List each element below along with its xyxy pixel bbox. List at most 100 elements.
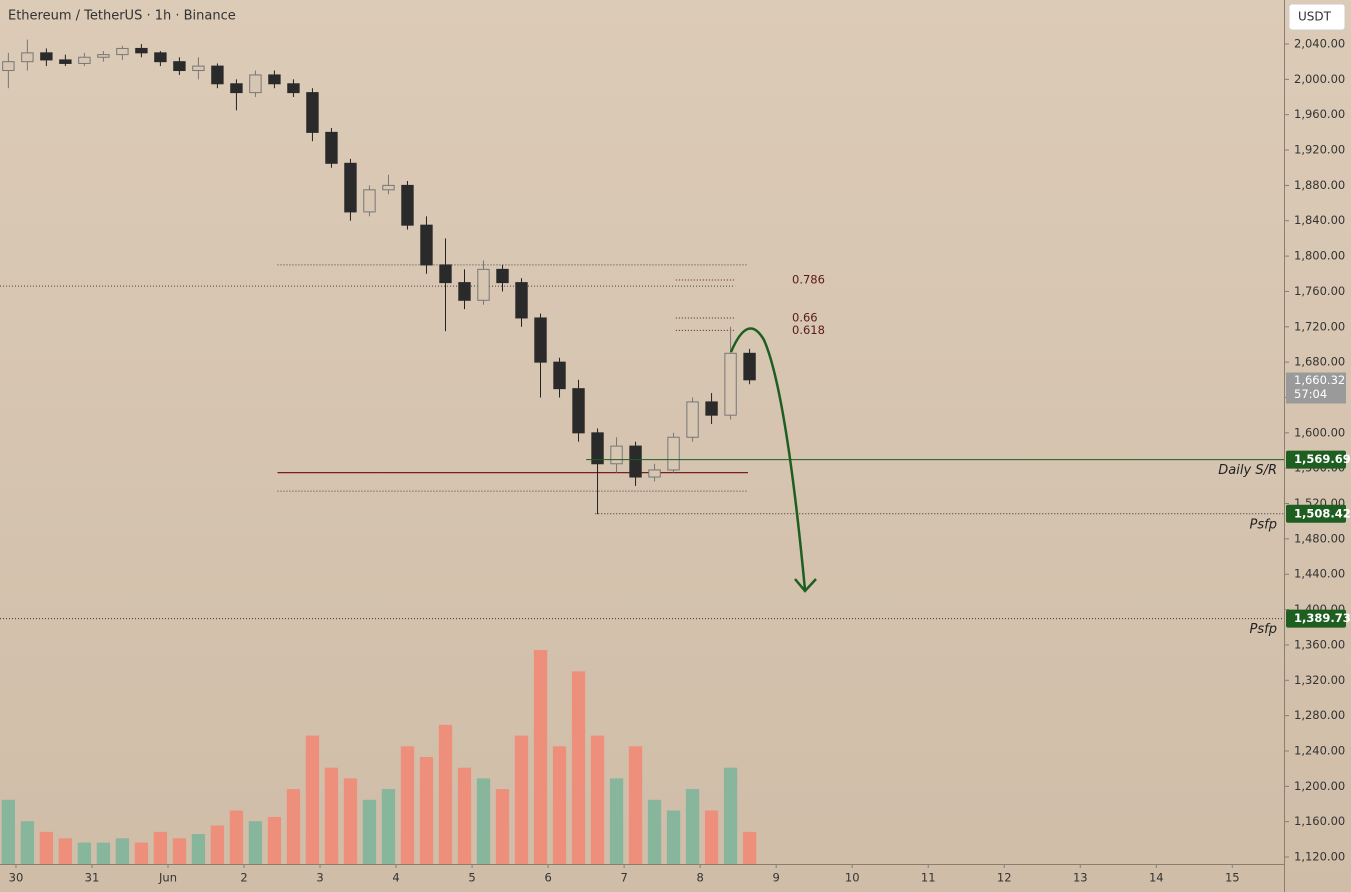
volume-bar	[267, 816, 282, 864]
volume-bar	[552, 746, 567, 864]
candle-body	[705, 401, 718, 416]
level-price: 1,569.69	[1294, 452, 1351, 466]
last-price: 1,660.32	[1294, 373, 1345, 387]
y-tick-label: 1,600.00	[1294, 425, 1345, 439]
candle-body	[173, 61, 186, 72]
volume-bar	[324, 767, 339, 864]
candle-body	[591, 432, 604, 465]
volume-bar	[666, 810, 681, 864]
x-tick-label: 2	[240, 871, 247, 885]
volume-bar	[286, 789, 301, 864]
y-tick-label: 1,480.00	[1294, 531, 1345, 545]
volume-bar	[419, 757, 434, 864]
volume-bar	[1, 799, 16, 864]
candle-body	[629, 445, 642, 478]
y-tick-label: 1,440.00	[1294, 567, 1345, 581]
volume-bar	[134, 842, 149, 864]
volume-bar	[362, 799, 377, 864]
volume-bar	[305, 735, 320, 864]
candle-body	[287, 83, 300, 94]
fib-label: 0.66	[792, 310, 818, 324]
x-tick-label: 7	[620, 871, 627, 885]
volume-bar	[647, 799, 662, 864]
y-tick-label: 1,800.00	[1294, 249, 1345, 263]
candle-body	[116, 47, 129, 56]
currency: USDT	[1298, 10, 1332, 24]
volume-bar	[381, 789, 396, 864]
candle-body	[648, 469, 661, 478]
volume-bar	[438, 724, 453, 864]
x-tick-label: Jun	[158, 871, 177, 885]
x-tick-label: 9	[773, 871, 780, 885]
candle-body	[401, 184, 414, 226]
volume-bar	[628, 746, 643, 864]
y-tick-label: 1,240.00	[1294, 743, 1345, 757]
volume-bar	[20, 821, 35, 864]
projection-arrow	[729, 327, 807, 591]
x-tick-label: 13	[1073, 871, 1088, 885]
countdown: 57:04	[1294, 387, 1327, 401]
candle-body	[477, 268, 490, 301]
volume-bar	[590, 735, 605, 864]
fib-label: 0.618	[792, 323, 825, 337]
level-price: 1,389.73	[1294, 611, 1351, 625]
x-tick-label: 4	[392, 871, 399, 885]
y-tick-label: 1,840.00	[1294, 213, 1345, 227]
candle-body	[610, 445, 623, 465]
y-tick-label: 2,040.00	[1294, 37, 1345, 51]
level-text: Daily S/R	[1218, 463, 1277, 478]
volume-bar	[457, 767, 472, 864]
y-tick-label: 1,760.00	[1294, 284, 1345, 298]
candle-body	[249, 74, 262, 94]
x-tick-label: 15	[1225, 871, 1240, 885]
volume-bar	[191, 834, 206, 864]
volume-bar	[172, 838, 187, 864]
candle-body	[382, 184, 395, 191]
candle-body	[344, 162, 357, 213]
x-tick-label: 11	[921, 871, 936, 885]
volume-bar	[609, 778, 624, 864]
candle-body	[743, 352, 756, 381]
volume-bar	[210, 825, 225, 864]
x-tick-label: 5	[468, 871, 475, 885]
candle-body	[363, 189, 376, 213]
candle-body	[572, 388, 585, 434]
x-tick-label: 3	[316, 871, 323, 885]
volume-bar	[495, 789, 510, 864]
chart-title: Ethereum / TetherUS · 1h · Binance	[8, 9, 236, 24]
level-text: Psfp	[1250, 622, 1277, 637]
volume-bar	[58, 838, 73, 864]
volume-bar	[115, 838, 130, 864]
candle-body	[686, 401, 699, 438]
volume-bar	[96, 842, 111, 864]
volume-bar	[39, 831, 54, 864]
candle-body	[325, 131, 338, 164]
y-tick-label: 1,720.00	[1294, 319, 1345, 333]
volume-bar	[153, 831, 168, 864]
y-tick-label: 1,960.00	[1294, 107, 1345, 121]
candle-body	[230, 83, 243, 94]
candle-body	[439, 264, 452, 284]
candle-body	[59, 59, 72, 64]
level-box	[1286, 504, 1346, 523]
x-tick-label: 12	[997, 871, 1012, 885]
volume-bar	[742, 831, 757, 864]
currency-box[interactable]	[1288, 3, 1346, 31]
volume-bar	[723, 767, 738, 864]
volume-bar	[533, 650, 548, 864]
y-tick-label: 2,000.00	[1294, 72, 1345, 86]
x-tick-label: 14	[1149, 871, 1164, 885]
level-box	[1286, 609, 1346, 628]
x-tick-label: 30	[9, 871, 24, 885]
x-tick-label: 10	[845, 871, 860, 885]
y-tick-label: 1,920.00	[1294, 143, 1345, 157]
volume-bar	[400, 746, 415, 864]
volume-bar	[571, 671, 586, 864]
volume-bar	[248, 821, 263, 864]
x-tick-label: 8	[696, 871, 703, 885]
level-price: 1,508.42	[1294, 506, 1351, 520]
candle-body	[553, 361, 566, 390]
candle-body	[2, 61, 15, 72]
volume-bar	[343, 778, 358, 864]
y-tick-label: 1,680.00	[1294, 355, 1345, 369]
